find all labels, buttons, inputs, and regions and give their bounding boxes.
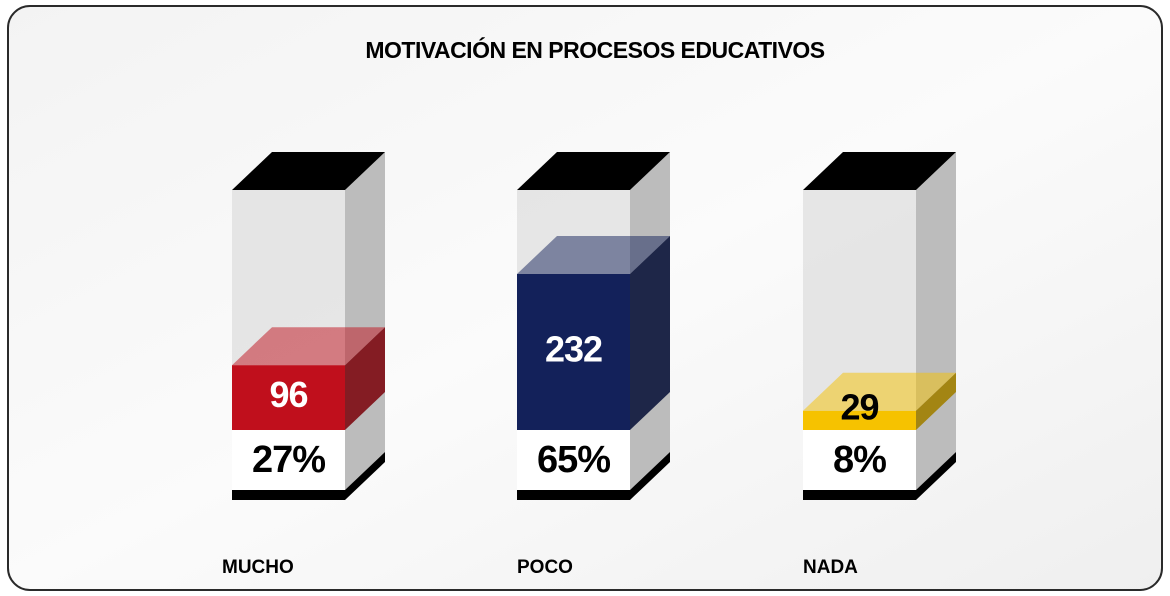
bar — [232, 365, 345, 430]
category-label: NADA — [803, 557, 858, 578]
base-front — [517, 430, 630, 490]
base-front — [232, 430, 345, 490]
count-label: 96 — [269, 374, 307, 415]
base-bottom — [517, 452, 670, 500]
bar-top — [232, 327, 385, 366]
column-side — [916, 152, 956, 490]
bar-side — [916, 372, 956, 430]
bar-top — [517, 236, 670, 274]
category-label: MUCHO — [222, 557, 294, 578]
bar — [803, 410, 916, 430]
percent-label: 65% — [537, 439, 610, 481]
column-cap — [803, 152, 956, 190]
base-bottom — [803, 452, 956, 500]
category-label: POCO — [517, 557, 573, 578]
base-bottom — [232, 452, 385, 500]
percent-label: 8% — [833, 439, 886, 481]
percent-label: 27% — [252, 439, 325, 481]
count-label: 232 — [545, 329, 602, 370]
bar — [517, 274, 630, 430]
bar-side — [345, 327, 385, 430]
bars: 27% 96 MUCHO 65% 232 POCO 8% 29 NADA — [222, 152, 956, 578]
column-side — [345, 152, 385, 490]
chart-title: MOTIVACIÓN EN PROCESOS EDUCATIVOS — [365, 36, 824, 63]
column-cap — [232, 152, 385, 190]
bar-top — [803, 372, 956, 411]
bar-side — [630, 236, 670, 430]
column-cap — [517, 152, 670, 190]
base-front — [803, 430, 916, 490]
count-label: 29 — [840, 387, 878, 428]
